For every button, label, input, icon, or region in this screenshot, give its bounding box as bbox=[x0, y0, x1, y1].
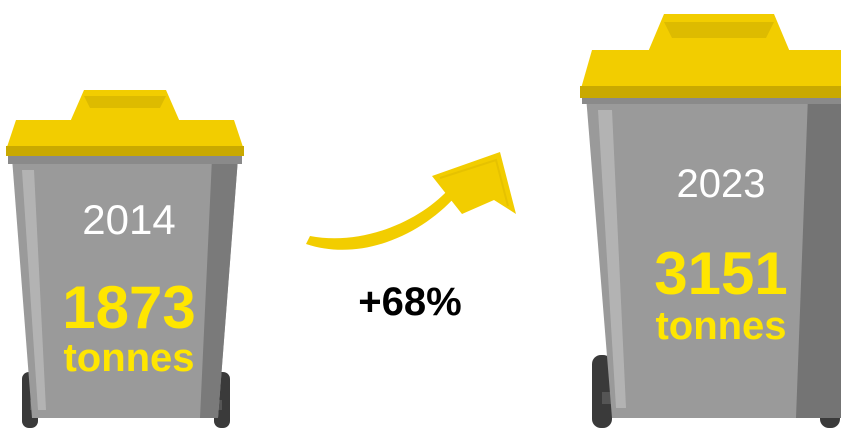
bin-2023-body-highlight bbox=[598, 110, 626, 408]
bin-2014-lid-edge bbox=[6, 146, 244, 156]
bin-2014-amount: 1873 bbox=[62, 274, 196, 341]
bin-2014-lid bbox=[6, 120, 244, 150]
arrow-shaft bbox=[306, 190, 456, 250]
arrow-head-stroke bbox=[439, 158, 509, 207]
bin-2014-body-shade bbox=[200, 158, 238, 418]
bin-2023-amount: 3151 bbox=[654, 240, 788, 307]
bin-2014-body bbox=[12, 158, 238, 418]
bin-2023-year: 2023 bbox=[676, 162, 766, 206]
arrow-head bbox=[432, 152, 516, 214]
bin-2014-unit: tonnes bbox=[63, 336, 195, 380]
change-percentage: +68% bbox=[358, 280, 462, 324]
bin-2014-lid-handle-shade bbox=[84, 96, 166, 108]
bin-2023-unit: tonnes bbox=[655, 304, 787, 348]
bin-2023-lid-handle-shade bbox=[664, 22, 774, 38]
bin-2023-body bbox=[586, 96, 841, 418]
bin-2023-wheel-left bbox=[592, 355, 612, 428]
bin-2023-lid-edge bbox=[580, 86, 841, 98]
bin-2014-year: 2014 bbox=[82, 196, 176, 243]
bin-2023 bbox=[580, 14, 841, 428]
bin-2023-body-shade bbox=[796, 96, 841, 418]
bin-2014 bbox=[6, 90, 244, 428]
growth-arrow bbox=[306, 152, 516, 250]
bin-2023-lid bbox=[580, 50, 841, 92]
bin-2014-body-highlight bbox=[22, 170, 46, 410]
